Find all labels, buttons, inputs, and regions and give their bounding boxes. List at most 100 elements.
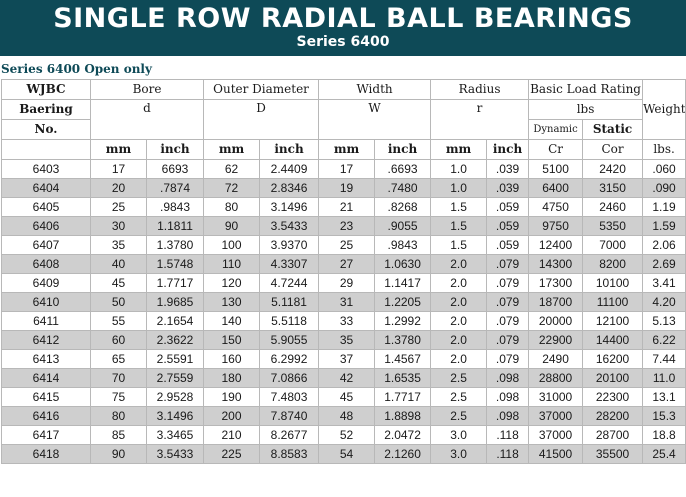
cell-bore-mm: 75 (90, 387, 147, 407)
cell-bearing-no: 6413 (1, 349, 91, 369)
cell-width-inch: 1.7717 (374, 387, 432, 407)
cell-weight-lbs: 11.0 (642, 368, 686, 388)
cell-width-inch: 1.4567 (374, 349, 432, 369)
cell-bore-inch: 1.9685 (145, 292, 205, 312)
cell-width-inch: 1.0630 (374, 254, 432, 274)
cell-outer-inch: 2.4409 (259, 159, 320, 179)
cell-width-inch: .6693 (374, 159, 432, 179)
cell-load-cor: 2460 (582, 197, 644, 217)
cell-load-cor: 10100 (582, 273, 644, 293)
cell-radius-mm: 1.0 (430, 178, 488, 198)
cell-outer-mm: 120 (203, 273, 261, 293)
table-row: 6407 35 1.3780 100 3.9370 25.9843 1.5.059 12400… (1, 235, 686, 255)
cell-radius-mm: 2.0 (430, 349, 488, 369)
cell-load-cr: 22900 (528, 330, 584, 350)
cell-load-cor: 7000 (582, 235, 644, 255)
cell-load-cr: 20000 (528, 311, 584, 331)
cell-bore-inch: 2.9528 (145, 387, 205, 407)
cell-radius-inch: .039 (486, 159, 530, 179)
cell-outer-inch: 6.2992 (259, 349, 320, 369)
header-cr: Cr (528, 139, 584, 160)
header-basic-load-rating: Basic Load Rating (528, 79, 644, 100)
header-width-mm: mm (318, 139, 376, 160)
header-bore: Bore (89, 79, 205, 100)
cell-bearing-no: 6410 (1, 292, 91, 312)
cell-bore-mm: 40 (90, 254, 147, 274)
table-row: 6404 20.7874 72 2.8346 19.7480 1.0.039 6400 315… (1, 178, 686, 198)
header-baering: Baering (1, 99, 91, 120)
cell-load-cr: 18700 (528, 292, 584, 312)
cell-width-inch: 1.3780 (374, 330, 432, 350)
cell-radius-mm: 2.0 (430, 292, 488, 312)
cell-outer-mm: 160 (203, 349, 261, 369)
cell-bore-inch: 2.7559 (145, 368, 205, 388)
cell-radius-inch: .079 (486, 292, 530, 312)
table-row: 6418 90 3.5433 225 8.8583 54 2.1260 3.0.118 4150… (1, 444, 686, 464)
cell-bore-mm: 50 (90, 292, 147, 312)
cell-radius-mm: 3.0 (430, 425, 488, 445)
cell-radius-inch: .059 (486, 197, 530, 217)
cell-outer-inch: 7.0866 (259, 368, 320, 388)
cell-outer-mm: 90 (203, 216, 261, 236)
header-outer-inch: inch (259, 139, 320, 160)
cell-bore-inch: 2.5591 (145, 349, 205, 369)
cell-outer-inch: 4.3307 (259, 254, 320, 274)
header-load-unit: lbs (528, 99, 644, 120)
cell-width-mm: 48 (318, 406, 376, 426)
cell-bore-mm: 30 (90, 216, 147, 236)
header-weight: Weight (642, 79, 686, 140)
cell-outer-inch: 5.9055 (259, 330, 320, 350)
cell-radius-inch: .079 (486, 273, 530, 293)
cell-outer-inch: 3.5433 (259, 216, 320, 236)
header-wjbc: WJBC (1, 79, 91, 100)
table-row: 6412 60 2.3622 150 5.9055 35 1.3780 2.0.079 2290… (1, 330, 686, 350)
cell-outer-mm: 72 (203, 178, 261, 198)
cell-bore-inch: 3.1496 (145, 406, 205, 426)
cell-outer-mm: 100 (203, 235, 261, 255)
cell-load-cor: 5350 (582, 216, 644, 236)
cell-outer-inch: 3.1496 (259, 197, 320, 217)
cell-width-mm: 19 (318, 178, 376, 198)
cell-bearing-no: 6414 (1, 368, 91, 388)
header-outer-mm: mm (203, 139, 261, 160)
cell-width-mm: 33 (318, 311, 376, 331)
cell-weight-lbs: 3.41 (642, 273, 686, 293)
cell-width-inch: .7480 (374, 178, 432, 198)
cell-load-cor: 2420 (582, 159, 644, 179)
cell-bore-mm: 45 (90, 273, 147, 293)
cell-width-mm: 45 (318, 387, 376, 407)
cell-width-mm: 31 (318, 292, 376, 312)
header-bore-mm: mm (90, 139, 147, 160)
cell-outer-mm: 80 (203, 197, 261, 217)
header-radius: Radius (430, 79, 530, 100)
cell-load-cr: 41500 (528, 444, 584, 464)
table-row: 6403 17 6693 62 2.4409 17.6693 1.0.039 5100 2420… (1, 159, 686, 179)
cell-outer-mm: 130 (203, 292, 261, 312)
cell-bearing-no: 6412 (1, 330, 91, 350)
cell-width-inch: 1.8898 (374, 406, 432, 426)
cell-bearing-no: 6403 (1, 159, 91, 179)
cell-bore-mm: 80 (90, 406, 147, 426)
cell-outer-inch: 8.2677 (259, 425, 320, 445)
cell-weight-lbs: 25.4 (642, 444, 686, 464)
header-dynamic: Dynamic (528, 119, 584, 140)
cell-bore-inch: 6693 (145, 159, 205, 179)
cell-load-cr: 37000 (528, 406, 584, 426)
cell-radius-mm: 2.0 (430, 254, 488, 274)
cell-load-cor: 14400 (582, 330, 644, 350)
cell-radius-inch: .079 (486, 330, 530, 350)
cell-load-cr: 28800 (528, 368, 584, 388)
cell-width-inch: 1.1417 (374, 273, 432, 293)
cell-bearing-no: 6408 (1, 254, 91, 274)
cell-width-inch: .9055 (374, 216, 432, 236)
cell-radius-mm: 1.0 (430, 159, 488, 179)
header-lbs: lbs. (642, 139, 686, 160)
cell-radius-inch: .098 (486, 387, 530, 407)
cell-width-inch: 1.2992 (374, 311, 432, 331)
header-bore-symbol: d (89, 99, 205, 140)
cell-load-cor: 35500 (582, 444, 644, 464)
cell-bearing-no: 6405 (1, 197, 91, 217)
cell-radius-inch: .079 (486, 349, 530, 369)
cell-outer-mm: 210 (203, 425, 261, 445)
series-note: Series 6400 Open only (1, 62, 152, 76)
